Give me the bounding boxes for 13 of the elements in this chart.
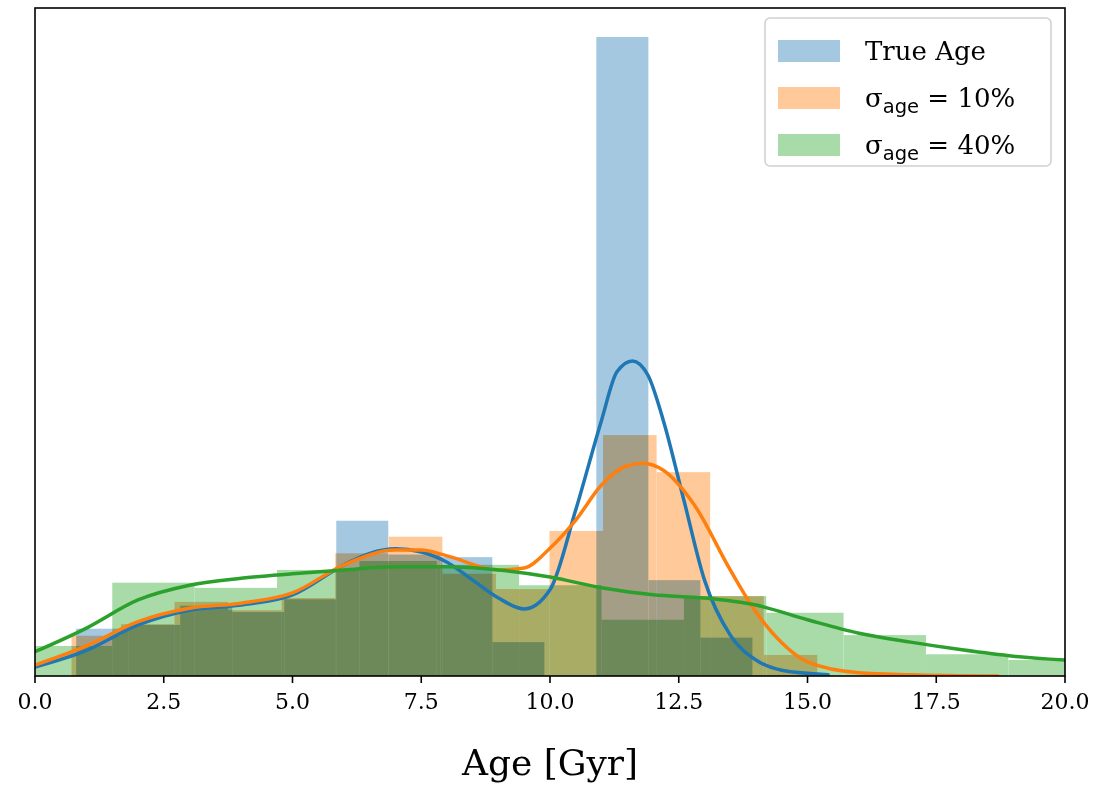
x-tick-label: 10.0	[525, 689, 575, 714]
x-tick-label: 15.0	[783, 689, 832, 714]
legend-label: σ$_{age}$ = 10%	[865, 83, 1016, 118]
x-tick-label: 2.5	[146, 689, 182, 714]
legend-label: σ$_{age}$ = 40%	[865, 130, 1016, 165]
x-tick-label: 20.0	[1040, 689, 1090, 714]
x-tick-label: 17.5	[911, 689, 961, 714]
x-axis-title: Age [Gyr]	[460, 742, 639, 783]
legend-label: True Age	[865, 36, 986, 66]
x-tick-label: 0.0	[17, 689, 53, 714]
x-tick-label: 12.5	[654, 689, 704, 714]
x-tick-label: 5.0	[275, 689, 310, 714]
x-tick-label: 7.5	[403, 689, 439, 714]
